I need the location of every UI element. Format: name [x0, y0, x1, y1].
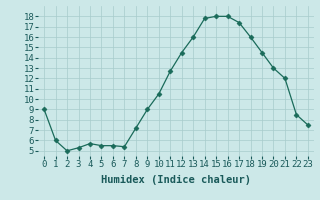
X-axis label: Humidex (Indice chaleur): Humidex (Indice chaleur) [101, 175, 251, 185]
